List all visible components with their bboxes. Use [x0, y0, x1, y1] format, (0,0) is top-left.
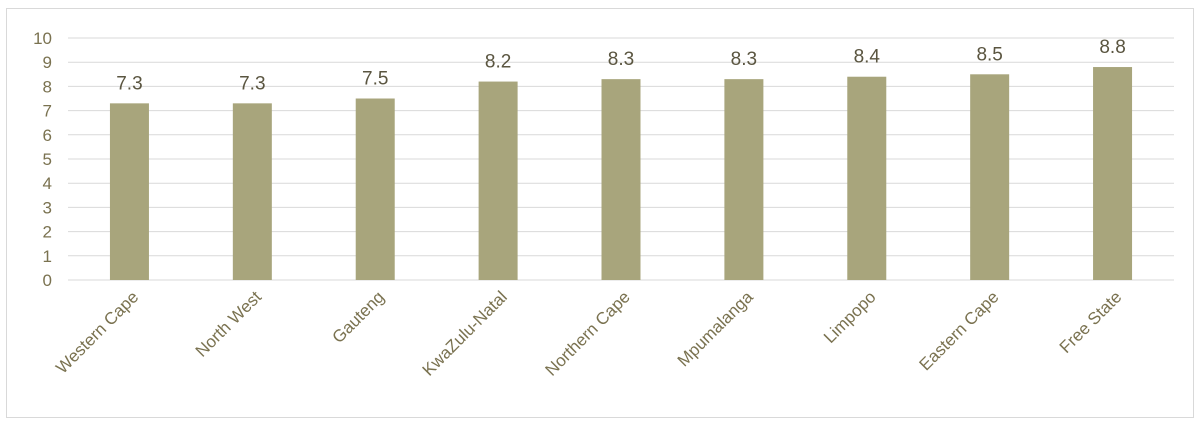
x-category-label: Western Cape	[52, 287, 142, 377]
x-axis-labels: Western Cape North West Gauteng KwaZulu-Nat…	[52, 287, 1125, 380]
y-tick-label: 10	[33, 29, 52, 48]
data-label: 8.2	[485, 52, 511, 73]
bar	[355, 98, 395, 280]
bar	[1093, 67, 1133, 280]
y-tick-label: 6	[43, 126, 52, 145]
x-category-label: Limpopo	[820, 287, 880, 347]
y-tick-label: 5	[43, 150, 52, 169]
y-tick-label: 0	[43, 271, 52, 290]
y-tick-label: 9	[43, 53, 52, 72]
y-tick-label: 7	[43, 102, 52, 121]
x-category-label: Eastern Cape	[916, 287, 1003, 374]
x-category-label: Gauteng	[328, 287, 388, 347]
data-label: 7.3	[239, 73, 265, 94]
bar	[478, 81, 518, 280]
y-tick-label: 1	[43, 247, 52, 266]
data-label: 8.4	[854, 47, 881, 68]
bar	[232, 103, 272, 280]
data-label: 8.8	[1099, 37, 1125, 58]
x-category-label: Mpumalanga	[674, 287, 757, 370]
x-category-label: KwaZulu-Natal	[419, 287, 511, 379]
x-category-label: North West	[192, 287, 266, 361]
bar	[109, 103, 149, 280]
y-tick-label: 2	[43, 223, 52, 242]
x-category-label: Northern Cape	[542, 287, 634, 379]
data-label: 7.3	[116, 73, 142, 94]
y-tick-label: 3	[43, 198, 52, 217]
data-label: 7.5	[362, 69, 388, 90]
bar	[724, 79, 764, 280]
data-label: 8.3	[731, 49, 757, 70]
data-labels: 7.3 7.3 7.5 8.2 8.3 8.3 8.4 8.5 8.8	[116, 37, 1126, 94]
data-label: 8.5	[976, 44, 1002, 65]
y-tick-label: 4	[43, 174, 52, 193]
bar	[847, 76, 887, 280]
x-category-label: Free State	[1056, 287, 1126, 357]
y-tick-label: 8	[43, 77, 52, 96]
bar	[970, 74, 1010, 280]
bars	[109, 67, 1133, 280]
data-label: 8.3	[608, 49, 634, 70]
y-axis-ticks: 0 1 2 3 4 5 6 7 8 9 10	[33, 29, 52, 290]
bar	[601, 79, 641, 280]
